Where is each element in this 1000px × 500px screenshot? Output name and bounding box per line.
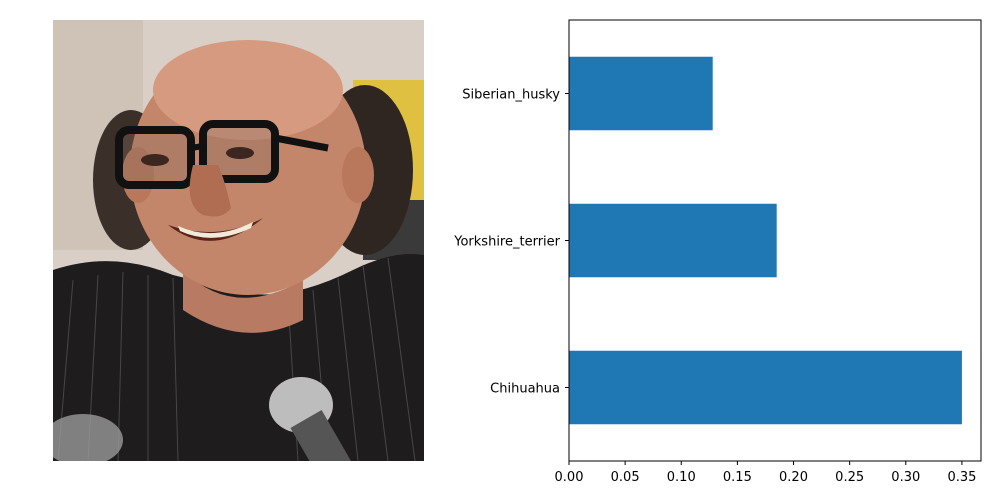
bar-chihuahua: [569, 350, 962, 425]
x-tick-label: 0.30: [891, 470, 920, 485]
x-tick-label: 0.35: [947, 470, 976, 485]
nose: [189, 165, 231, 217]
portrait-image: [53, 20, 424, 461]
y-tick-label: Siberian_husky: [462, 88, 560, 103]
neck: [183, 270, 303, 333]
teeth: [178, 222, 253, 238]
x-tick-label: 0.25: [835, 470, 864, 485]
microphone-left: [53, 414, 123, 461]
x-tick-label: 0.20: [779, 470, 808, 485]
x-ticks-group: 0.00 0.05 0.10 0.15 0.20 0.25 0.30 0.35: [555, 461, 976, 485]
bars-group: [569, 56, 962, 425]
eye-left: [141, 154, 169, 166]
forehead: [153, 40, 343, 140]
microphone-handle: [290, 410, 352, 461]
x-tick-label: 0.10: [667, 470, 696, 485]
y-tick-label: Yorkshire_terrier: [453, 235, 560, 250]
bar-siberian-husky: [569, 56, 713, 131]
x-tick-label: 0.00: [555, 470, 584, 485]
eye-right: [226, 147, 254, 159]
y-ticks-group: Chihuahua Yorkshire_terrier Siberian_husky: [453, 88, 569, 397]
photo-panel: [53, 20, 424, 461]
ear-right: [342, 147, 374, 203]
x-tick-label: 0.15: [723, 470, 752, 485]
x-tick-label: 0.05: [611, 470, 640, 485]
y-tick-label: Chihuahua: [490, 382, 560, 397]
bar-yorkshire-terrier: [569, 203, 777, 278]
